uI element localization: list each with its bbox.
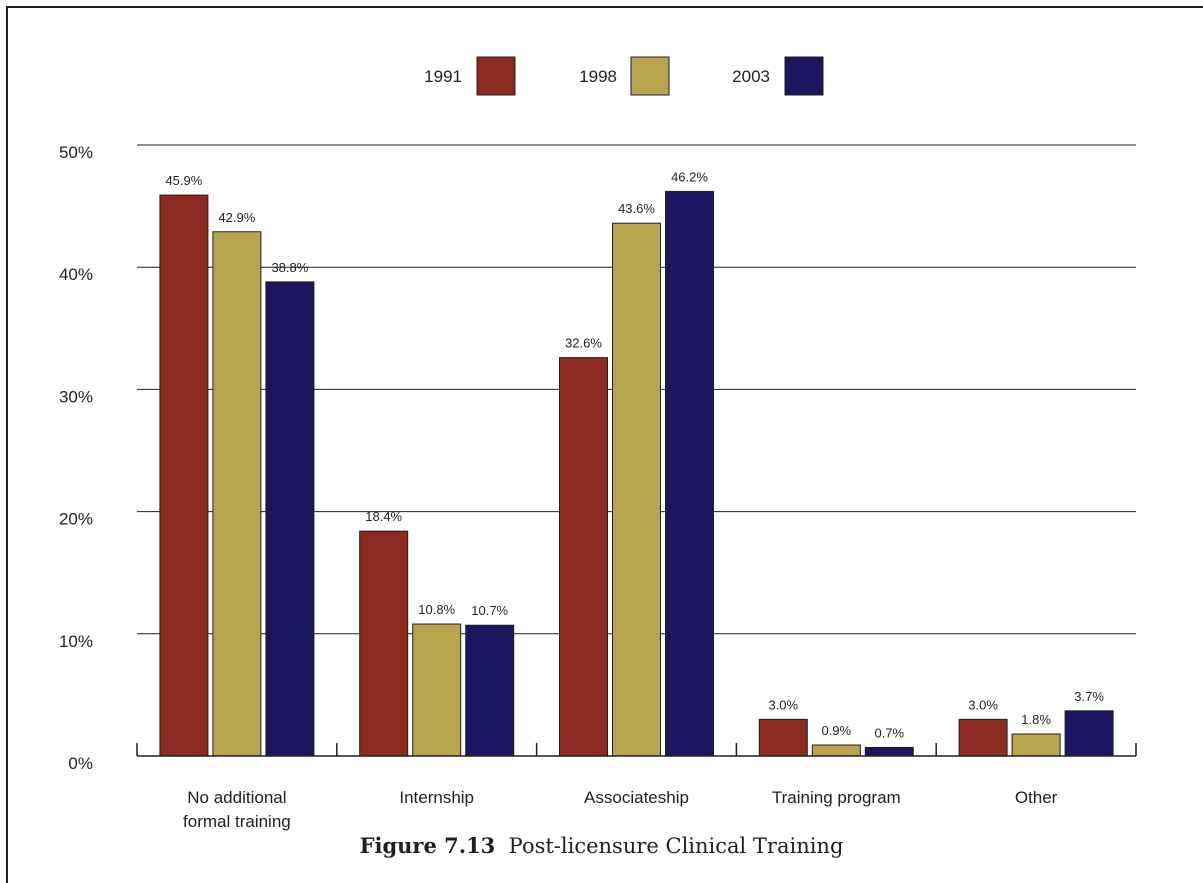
bar: [811, 744, 861, 757]
bar-value-label: 3.7%: [1074, 689, 1104, 704]
y-tick-label: 40%: [59, 265, 93, 284]
bar-value-label: 0.9%: [821, 723, 851, 738]
figure-caption: Figure 7.13 Post-licensure Clinical Trai…: [0, 833, 1203, 858]
x-category-label: Internship: [399, 788, 474, 807]
bar: [1064, 710, 1114, 757]
bar: [265, 281, 315, 757]
bar: [665, 190, 714, 757]
bar-value-label: 32.6%: [565, 336, 602, 351]
y-tick-label: 30%: [59, 387, 93, 406]
bar: [359, 530, 409, 757]
bar-value-label: 46.2%: [671, 169, 708, 184]
bar-value-label: 1.8%: [1021, 712, 1051, 727]
x-category-label: Other: [1015, 788, 1058, 807]
legend-swatch: [476, 56, 516, 96]
x-category-label-line: Internship: [399, 788, 474, 807]
x-category-label-line: Other: [1015, 788, 1058, 807]
y-tick-label: 10%: [59, 632, 93, 651]
bar: [1011, 733, 1061, 757]
y-tick-label: 20%: [59, 510, 93, 529]
x-category-label-line: Training program: [772, 788, 901, 807]
legend: 1991 1998 2003: [424, 56, 824, 96]
x-axis-labels: No additional formal training Internship As…: [183, 788, 1058, 831]
bar: [212, 231, 262, 757]
y-tick-label: 0%: [68, 754, 93, 773]
bar: [864, 746, 914, 757]
x-axis: [136, 743, 1137, 757]
y-tick-label: 50%: [59, 143, 93, 162]
bar: [612, 222, 661, 757]
bar-value-label: 3.0%: [768, 697, 798, 712]
y-axis-ticks: 0% 10% 20% 30% 40% 50%: [59, 143, 93, 773]
x-category-label: No additional formal training: [183, 788, 291, 831]
bars: [159, 190, 1114, 757]
bar-value-label: 3.0%: [968, 697, 998, 712]
bar: [159, 194, 209, 757]
figure-number: Figure 7.13: [359, 833, 496, 858]
bar: [465, 624, 515, 757]
bar: [758, 718, 808, 757]
bar-value-label: 10.8%: [418, 602, 455, 617]
x-category-label: Training program: [772, 788, 901, 807]
bar-labels: 45.9% 42.9% 38.8% 18.4% 10.8% 10.7% 32.6% 43.6%…: [165, 169, 1104, 740]
x-category-label-line: Associateship: [584, 788, 689, 807]
bar-value-label: 43.6%: [618, 201, 655, 216]
legend-label: 2003: [732, 67, 770, 86]
bar: [412, 623, 462, 757]
bar: [958, 718, 1008, 757]
x-category-label: Associateship: [584, 788, 689, 807]
x-category-label-line: formal training: [183, 812, 291, 831]
bar: [559, 357, 608, 757]
bar-value-label: 42.9%: [218, 210, 255, 225]
bar-value-label: 0.7%: [874, 725, 904, 740]
x-category-label-line: No additional: [187, 788, 286, 807]
figure-title: Post-licensure Clinical Training: [508, 834, 844, 858]
legend-label: 1991: [424, 67, 462, 86]
bar-value-label: 45.9%: [165, 173, 202, 188]
legend-swatch: [630, 56, 670, 96]
legend-label: 1998: [579, 67, 617, 86]
bar-value-label: 38.8%: [271, 260, 308, 275]
bar-value-label: 10.7%: [471, 603, 508, 618]
bar-value-label: 18.4%: [365, 509, 402, 524]
legend-swatch: [784, 56, 824, 96]
figure-frame: [6, 6, 1203, 883]
